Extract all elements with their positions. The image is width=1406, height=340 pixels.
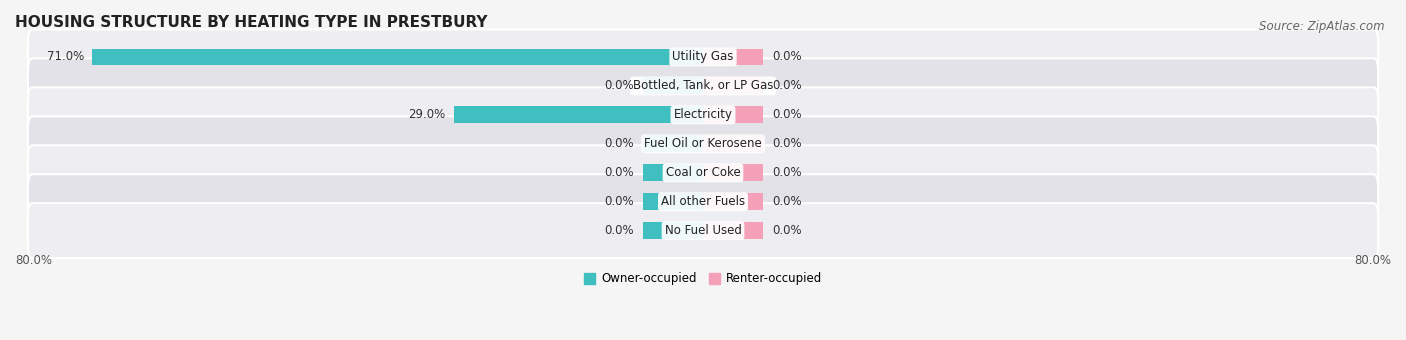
Bar [643, 164, 703, 181]
Text: 0.0%: 0.0% [772, 195, 801, 208]
Text: 0.0%: 0.0% [605, 80, 634, 92]
Text: 80.0%: 80.0% [15, 254, 52, 267]
Bar [703, 106, 763, 123]
Bar [643, 78, 703, 94]
Bar [703, 193, 763, 210]
Text: Electricity: Electricity [673, 108, 733, 121]
FancyBboxPatch shape [28, 87, 1378, 142]
FancyBboxPatch shape [28, 145, 1378, 200]
Text: Utility Gas: Utility Gas [672, 50, 734, 64]
Text: 0.0%: 0.0% [772, 224, 801, 237]
Bar [93, 49, 703, 65]
Text: 0.0%: 0.0% [772, 137, 801, 150]
Text: Bottled, Tank, or LP Gas: Bottled, Tank, or LP Gas [633, 80, 773, 92]
Text: 71.0%: 71.0% [46, 50, 84, 64]
Text: 0.0%: 0.0% [605, 195, 634, 208]
Text: 0.0%: 0.0% [605, 166, 634, 179]
Text: 0.0%: 0.0% [772, 50, 801, 64]
Text: Coal or Coke: Coal or Coke [665, 166, 741, 179]
Text: HOUSING STRUCTURE BY HEATING TYPE IN PRESTBURY: HOUSING STRUCTURE BY HEATING TYPE IN PRE… [15, 15, 488, 30]
Text: 0.0%: 0.0% [772, 108, 801, 121]
Bar [643, 222, 703, 239]
Text: Fuel Oil or Kerosene: Fuel Oil or Kerosene [644, 137, 762, 150]
Text: 29.0%: 29.0% [408, 108, 446, 121]
Bar [454, 106, 703, 123]
Text: 0.0%: 0.0% [605, 224, 634, 237]
Bar [703, 135, 763, 152]
Text: 0.0%: 0.0% [605, 137, 634, 150]
Bar [643, 193, 703, 210]
Text: Source: ZipAtlas.com: Source: ZipAtlas.com [1260, 20, 1385, 33]
Bar [703, 222, 763, 239]
Legend: Owner-occupied, Renter-occupied: Owner-occupied, Renter-occupied [579, 268, 827, 290]
Bar [643, 135, 703, 152]
Bar [703, 164, 763, 181]
FancyBboxPatch shape [28, 174, 1378, 229]
Bar [703, 78, 763, 94]
FancyBboxPatch shape [28, 58, 1378, 114]
FancyBboxPatch shape [28, 203, 1378, 258]
Text: No Fuel Used: No Fuel Used [665, 224, 741, 237]
Text: All other Fuels: All other Fuels [661, 195, 745, 208]
Text: 80.0%: 80.0% [1354, 254, 1391, 267]
Text: 0.0%: 0.0% [772, 166, 801, 179]
FancyBboxPatch shape [28, 30, 1378, 84]
FancyBboxPatch shape [28, 116, 1378, 171]
Bar [703, 49, 763, 65]
Text: 0.0%: 0.0% [772, 80, 801, 92]
